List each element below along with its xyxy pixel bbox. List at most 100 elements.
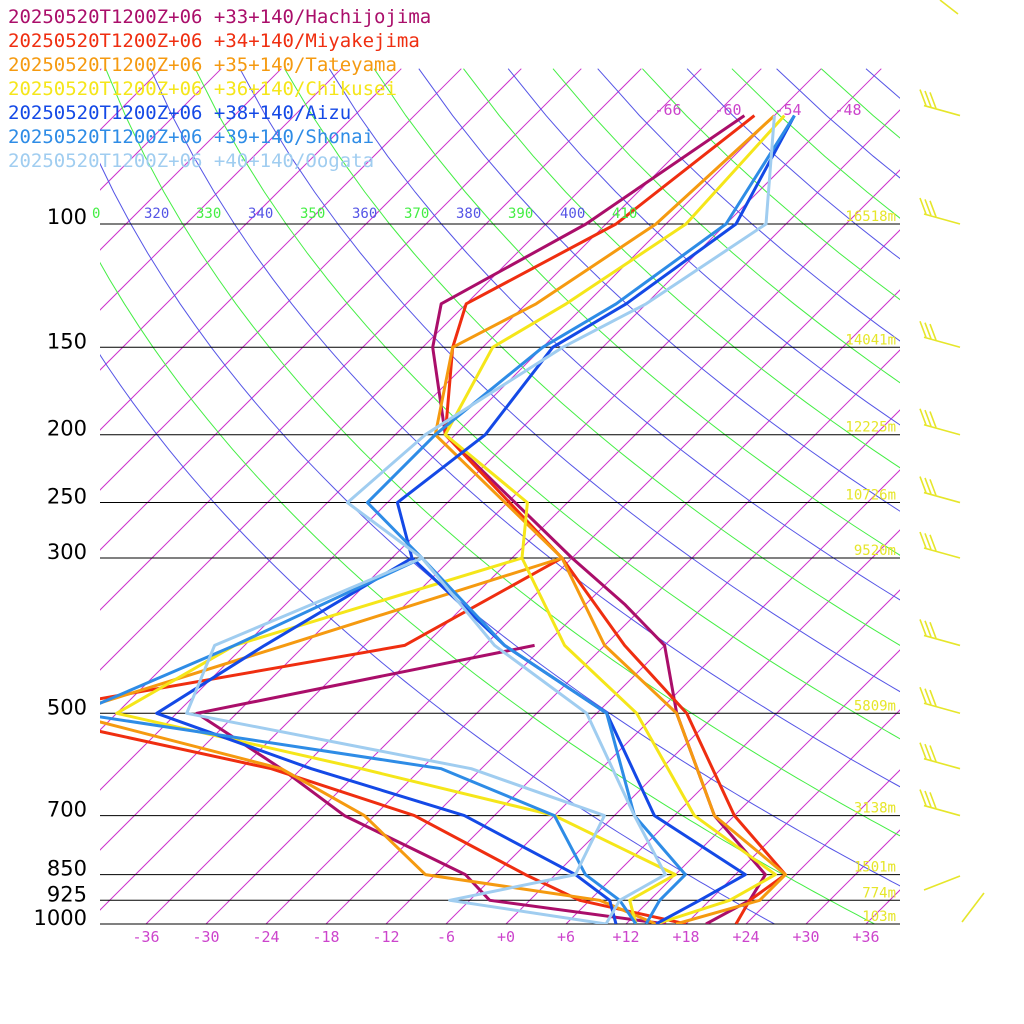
pressure-tick-label: 300 xyxy=(47,540,87,564)
chart-grid xyxy=(0,68,1024,925)
temperature-tick-label: -36 xyxy=(132,928,159,946)
barb-flag xyxy=(929,411,937,428)
barb-flag xyxy=(919,742,927,759)
barb-flag xyxy=(919,686,927,704)
barb-staff xyxy=(923,491,961,504)
dry-adiabat xyxy=(820,68,900,139)
wind-barb xyxy=(919,531,961,559)
isotherm xyxy=(100,68,882,851)
isotherm xyxy=(805,829,900,924)
barb-staff xyxy=(923,213,961,225)
temperature-tick-label: +6 xyxy=(557,928,575,946)
chart-legend: 20250520T1200Z+06 +33+140/Hachijojima 202… xyxy=(8,5,431,173)
legend-entry: 20250520T1200Z+06 +40+140/Oogata xyxy=(8,150,375,172)
dry-adiabat xyxy=(100,354,776,924)
temperature-tick-label: -30 xyxy=(192,928,219,946)
temperature-line xyxy=(431,114,767,924)
barb-flag xyxy=(919,197,927,215)
barb-flag xyxy=(919,89,927,106)
wind-barb xyxy=(919,89,961,117)
upper-temperature-label: -54 xyxy=(774,101,801,119)
barb-flag xyxy=(929,792,937,809)
legend-entry: 20250520T1200Z+06 +34+140/Miyakejima xyxy=(8,30,420,52)
isotherm xyxy=(145,169,900,924)
barb-staff xyxy=(923,634,961,647)
barb-flag xyxy=(924,90,932,108)
pressure-tick-label: 700 xyxy=(47,798,87,822)
barb-flag xyxy=(919,476,927,493)
chart-series xyxy=(100,114,796,924)
isotherm xyxy=(100,68,582,551)
temperature-line xyxy=(395,114,796,924)
height-label: 12225m xyxy=(845,420,896,436)
barb-staff xyxy=(923,423,961,436)
temperature-tick-label: +36 xyxy=(852,928,879,946)
grid-clip xyxy=(0,68,1024,924)
wind-barb xyxy=(919,408,961,436)
dry-adiabat xyxy=(418,68,900,512)
dry-adiabat xyxy=(284,68,900,646)
wind-barb xyxy=(919,742,961,770)
barb-staff xyxy=(923,804,961,817)
isotherm xyxy=(100,109,900,911)
height-label: 774m xyxy=(862,885,896,901)
theta-label: 360 xyxy=(352,206,377,222)
isotherm xyxy=(100,68,402,371)
isotherm xyxy=(100,68,282,251)
barb-flag xyxy=(924,409,932,427)
pressure-tick-label: 100 xyxy=(47,205,87,229)
isotherm xyxy=(100,68,222,191)
dewpoint-line xyxy=(155,556,618,924)
barb-flag xyxy=(919,408,927,426)
barb-flag xyxy=(919,619,927,636)
dewpoint-line xyxy=(195,643,667,924)
upper-temperature-label: -48 xyxy=(834,101,861,119)
legend-entry: 20250520T1200Z+06 +33+140/Hachijojima xyxy=(8,6,432,28)
isotherm xyxy=(625,649,900,924)
pressure-tick-label: 250 xyxy=(47,485,87,509)
dewpoint-line xyxy=(100,556,638,924)
isotherm xyxy=(505,529,900,924)
height-label: 3138m xyxy=(854,801,896,817)
temperature-tick-label: -12 xyxy=(372,928,399,946)
barb-flag xyxy=(929,745,937,762)
isotherm xyxy=(100,68,822,791)
barb-flag xyxy=(929,323,937,341)
barb-staff xyxy=(923,702,961,715)
wind-barb xyxy=(919,789,961,817)
pressure-tick-label: 925 xyxy=(47,882,87,906)
legend-entry: 20250520T1200Z+06 +35+140/Tateyama xyxy=(8,54,397,76)
isotherm xyxy=(100,68,702,671)
isotherm xyxy=(325,349,900,924)
wind-barb xyxy=(919,686,961,715)
isotherm xyxy=(926,69,1024,924)
dry-adiabat xyxy=(642,68,900,301)
wind-barb xyxy=(919,476,961,504)
legend-entry: 20250520T1200Z+06 +36+140/Chikusei xyxy=(8,78,397,100)
theta-label: 350 xyxy=(300,206,325,222)
barb-flag xyxy=(924,322,932,339)
theta-label: 0 xyxy=(92,206,100,222)
dewpoint-line xyxy=(100,556,687,924)
upper-temperature-label: -66 xyxy=(654,101,681,119)
barb-staff xyxy=(961,892,985,923)
wind-barb xyxy=(919,619,961,647)
theta-label: 400 xyxy=(560,206,585,222)
isotherm xyxy=(0,69,41,924)
isotherm xyxy=(685,709,900,924)
barb-flag xyxy=(929,92,937,109)
height-label: 5809m xyxy=(854,698,896,714)
dry-adiabat xyxy=(239,68,900,693)
barb-flag xyxy=(929,479,937,496)
wind-barb xyxy=(923,0,985,923)
isotherm xyxy=(445,469,900,924)
theta-label: 390 xyxy=(508,206,533,222)
barb-staff xyxy=(923,757,961,770)
barb-flag xyxy=(924,477,932,495)
pressure-tick-label: 1000 xyxy=(34,906,87,930)
theta-label: 380 xyxy=(456,206,481,222)
dewpoint-line xyxy=(185,556,607,924)
barb-flag xyxy=(924,688,932,705)
